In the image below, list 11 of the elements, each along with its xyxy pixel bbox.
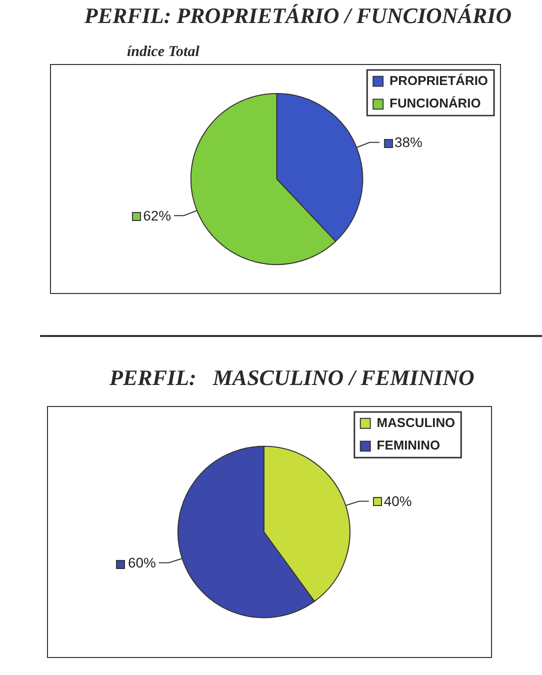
data-label: 38% [394, 134, 422, 150]
chart-title: PERFIL: PROPRIETÁRIO / FUNCIONÁRIO [83, 3, 513, 29]
data-label: 40% [384, 493, 412, 510]
legend-label: FUNCIONÁRIO [390, 96, 481, 111]
data-label: 60% [128, 554, 156, 571]
data-label: 62% [143, 207, 171, 224]
chart-title: PERFIL: MASCULINO / FEMININO [108, 365, 476, 391]
legend-label: MASCULINO [376, 414, 456, 430]
legend-label: PROPRIETÁRIO [390, 72, 488, 88]
chart-subtitle: índice Total [127, 44, 200, 61]
legend-label: FEMININO [376, 438, 440, 453]
